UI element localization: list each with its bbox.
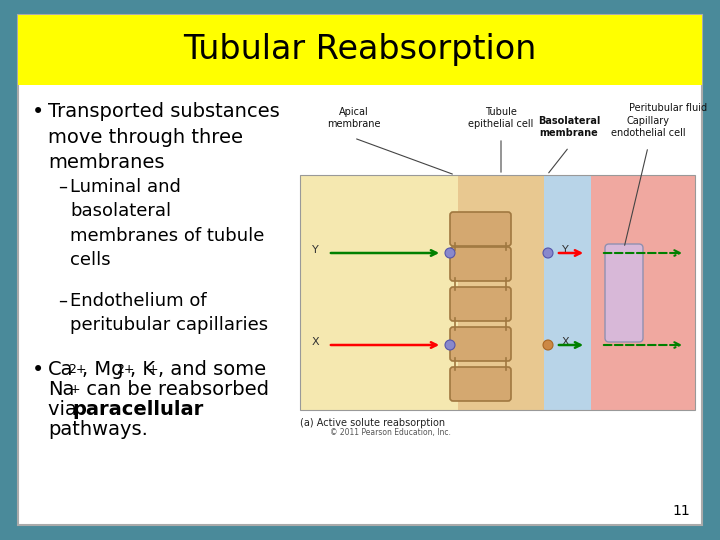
FancyBboxPatch shape <box>450 287 511 321</box>
Circle shape <box>445 248 455 258</box>
Text: Apical
membrane: Apical membrane <box>328 107 381 129</box>
Text: pathways.: pathways. <box>48 420 148 439</box>
Text: +: + <box>148 363 158 376</box>
Text: •: • <box>32 102 44 122</box>
Text: , Mg: , Mg <box>82 360 124 379</box>
Text: •: • <box>32 360 44 380</box>
Text: X: X <box>312 337 320 347</box>
Circle shape <box>543 248 553 258</box>
Text: Y: Y <box>312 245 319 255</box>
FancyBboxPatch shape <box>450 327 511 361</box>
Text: –: – <box>58 178 67 196</box>
Bar <box>18 15 702 85</box>
Text: , and some: , and some <box>158 360 266 379</box>
Text: can be reabsorbed: can be reabsorbed <box>80 380 269 399</box>
Text: Tubule
epithelial cell: Tubule epithelial cell <box>468 107 534 129</box>
Text: +: + <box>70 383 81 396</box>
Text: Peritubular fluid: Peritubular fluid <box>629 103 707 113</box>
Text: Na: Na <box>48 380 74 399</box>
Bar <box>544 175 591 410</box>
FancyBboxPatch shape <box>605 244 643 342</box>
FancyBboxPatch shape <box>450 212 511 246</box>
Bar <box>591 175 695 410</box>
Text: Capillary
endothelial cell: Capillary endothelial cell <box>611 117 685 138</box>
Text: Endothelium of
peritubular capillaries: Endothelium of peritubular capillaries <box>70 292 268 334</box>
Text: 2+: 2+ <box>116 363 135 376</box>
Text: 2+: 2+ <box>68 363 86 376</box>
Text: X: X <box>562 337 570 347</box>
Text: Basolateral
membrane: Basolateral membrane <box>538 117 600 138</box>
Text: Luminal and
basolateral
membranes of tubule
cells: Luminal and basolateral membranes of tub… <box>70 178 264 269</box>
Text: paracellular: paracellular <box>72 400 203 419</box>
Text: (a) Active solute reabsorption: (a) Active solute reabsorption <box>300 418 445 428</box>
Text: © 2011 Pearson Education, Inc.: © 2011 Pearson Education, Inc. <box>330 428 451 437</box>
Bar <box>300 175 458 410</box>
Bar <box>458 175 544 410</box>
Text: , K: , K <box>130 360 155 379</box>
Text: via: via <box>48 400 83 419</box>
Text: Transported substances
move through three
membranes: Transported substances move through thre… <box>48 102 280 172</box>
Text: Ca: Ca <box>48 360 73 379</box>
Text: –: – <box>58 292 67 310</box>
Bar <box>300 175 695 410</box>
FancyBboxPatch shape <box>450 367 511 401</box>
Circle shape <box>543 340 553 350</box>
Text: 11: 11 <box>672 504 690 518</box>
Text: Tubular Reabsorption: Tubular Reabsorption <box>184 33 536 66</box>
Circle shape <box>445 340 455 350</box>
Text: Y: Y <box>562 245 569 255</box>
FancyBboxPatch shape <box>450 247 511 281</box>
